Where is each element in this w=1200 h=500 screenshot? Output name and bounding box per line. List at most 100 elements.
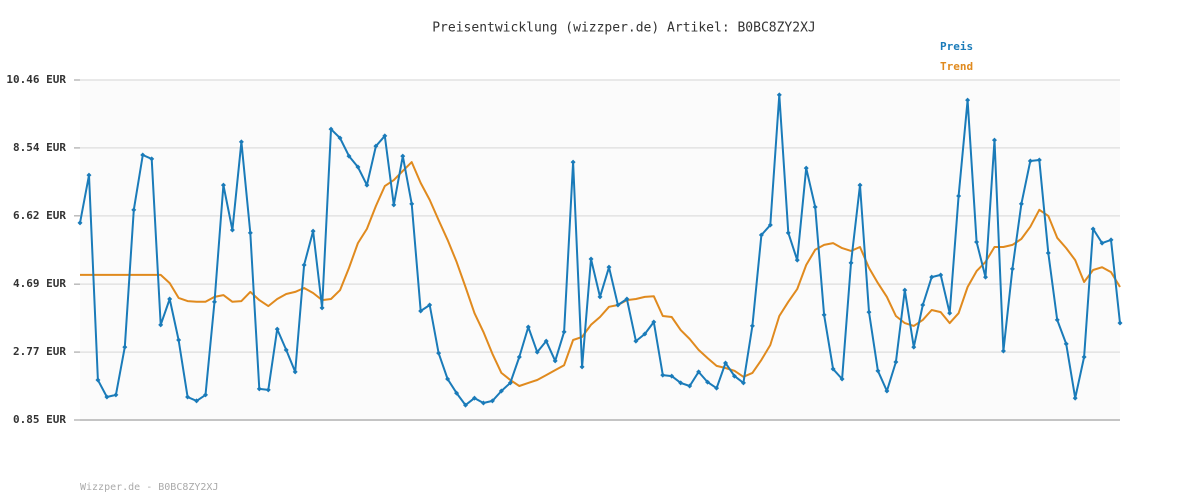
data-point — [839, 376, 845, 382]
data-point — [597, 294, 603, 300]
data-point — [436, 350, 442, 356]
legend: Preis Trend — [940, 40, 973, 73]
y-tick-label: 2.77 EUR — [13, 345, 66, 358]
data-point — [624, 296, 630, 302]
data-point — [561, 329, 567, 335]
y-tick-label: 8.54 EUR — [13, 141, 66, 154]
y-tick-label: 10.46 EUR — [6, 73, 66, 86]
data-point — [991, 137, 997, 143]
data-point — [409, 201, 415, 207]
data-point — [283, 347, 289, 353]
data-point — [767, 222, 773, 228]
data-point — [400, 153, 406, 159]
plot-area — [80, 80, 1120, 420]
data-point — [167, 296, 173, 302]
data-point — [974, 239, 980, 245]
data-point — [723, 360, 729, 366]
data-point — [606, 264, 612, 270]
data-point — [848, 260, 854, 266]
data-point — [122, 344, 128, 350]
y-tick-label: 4.69 EUR — [13, 277, 66, 290]
data-point — [480, 400, 486, 406]
y-tick-label: 6.62 EUR — [13, 209, 66, 222]
data-point — [489, 398, 495, 404]
data-point — [615, 302, 621, 308]
data-point — [131, 207, 137, 213]
data-point — [203, 392, 209, 398]
data-point — [391, 202, 397, 208]
data-point — [731, 373, 737, 379]
data-point — [229, 227, 235, 233]
data-point — [740, 380, 746, 386]
data-point — [821, 312, 827, 318]
data-point — [516, 354, 522, 360]
data-point — [830, 366, 836, 372]
data-point — [785, 230, 791, 236]
data-point — [337, 135, 343, 141]
legend-entry: Trend — [940, 60, 973, 73]
data-point — [696, 369, 702, 375]
data-point — [705, 379, 711, 385]
data-point — [454, 390, 460, 396]
data-point — [956, 193, 962, 199]
data-point — [678, 380, 684, 386]
grid: 0.85 EUR 2.77 EUR 4.69 EUR 6.62 EUR 8.54 EUR… — [6, 73, 1120, 426]
data-point — [1090, 226, 1096, 232]
data-point — [1018, 201, 1024, 207]
data-point — [857, 182, 863, 188]
data-point — [86, 172, 92, 178]
data-point — [965, 97, 971, 103]
data-point — [301, 262, 307, 268]
data-point — [1045, 250, 1051, 256]
data-point — [1063, 341, 1069, 347]
data-point — [471, 395, 477, 401]
data-point — [714, 385, 720, 391]
data-point — [803, 165, 809, 171]
data-point — [1081, 354, 1087, 360]
footer: Wizzper.de - B0BC8ZY2XJ — [80, 482, 218, 493]
data-point — [866, 309, 872, 315]
data-point — [310, 228, 316, 234]
data-point — [274, 326, 280, 332]
data-point — [1117, 320, 1123, 326]
data-point — [947, 310, 953, 316]
data-point — [776, 92, 782, 98]
data-point — [660, 372, 666, 378]
data-point — [552, 358, 558, 364]
data-point — [534, 349, 540, 355]
data-point — [149, 156, 155, 162]
data-point — [498, 388, 504, 394]
data-point — [911, 344, 917, 350]
data-point — [884, 388, 890, 394]
data-point — [642, 331, 648, 337]
data-point — [938, 272, 944, 278]
data-point — [1072, 395, 1078, 401]
data-point — [355, 164, 361, 170]
data-point — [525, 324, 531, 330]
data-point — [1000, 348, 1006, 354]
data-point — [875, 368, 881, 374]
data-point — [346, 153, 352, 159]
data-point — [579, 364, 585, 370]
data-point — [687, 383, 693, 389]
data-point — [211, 299, 217, 305]
data-point — [1099, 240, 1105, 246]
data-point — [247, 230, 253, 236]
data-point — [758, 232, 764, 238]
data-point — [1054, 317, 1060, 323]
data-point — [445, 376, 451, 382]
data-point — [319, 305, 325, 311]
data-point — [265, 387, 271, 393]
chart-title: Preisentwicklung (wizzper.de) Artikel: B… — [432, 21, 816, 36]
data-point — [588, 256, 594, 262]
data-point — [176, 337, 182, 343]
data-point — [543, 338, 549, 344]
data-point — [158, 322, 164, 328]
data-point — [794, 257, 800, 263]
legend-entry: Preis — [940, 40, 973, 53]
data-point — [104, 394, 110, 400]
data-point — [328, 126, 334, 132]
data-point — [194, 398, 200, 404]
data-point — [77, 220, 83, 226]
data-point — [238, 139, 244, 145]
